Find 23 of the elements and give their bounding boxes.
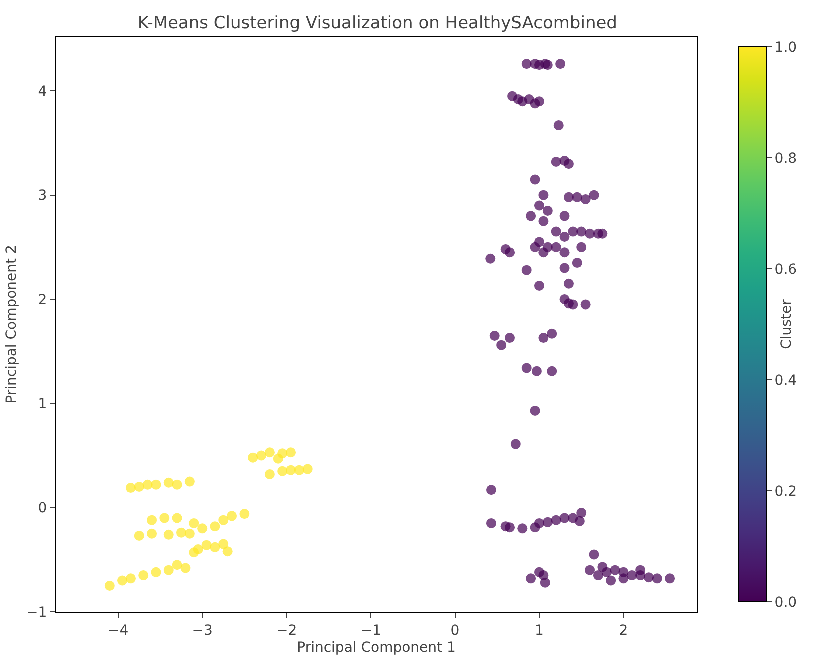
color-bar-label: 0.8 [774,150,798,167]
chart-title: K-Means Clustering Visualization on HealthySAcombined [138,14,618,34]
color-bar-label: 0.2 [774,484,798,500]
color-bar-label: 0.6 [774,262,798,278]
y-tick-label: −1 [26,604,48,621]
color-bar-label: 0.0 [774,594,798,611]
y-axis-title: Principal Component 2 [4,245,20,404]
y-tick-label: 3 [38,188,48,204]
y-tick-label: 0 [38,500,48,517]
color-bar-title: Cluster [779,299,796,350]
x-tick-label: 2 [619,622,628,639]
x-tick-label: 1 [535,622,544,639]
y-tick-label: 1 [38,396,48,413]
y-tick-label: 2 [38,292,48,308]
x-tick-label: −4 [108,622,129,639]
color-bar-label: 0.4 [774,372,798,389]
x-tick-label: 0 [450,622,460,639]
x-tick-label: −2 [276,622,298,639]
color-bar-label: 1.0 [774,40,798,56]
x-axis-title: Principal Component 1 [297,640,456,656]
y-tick-label: 4 [38,84,48,100]
x-tick-label: −3 [192,622,213,639]
x-tick-label: −1 [360,622,382,639]
